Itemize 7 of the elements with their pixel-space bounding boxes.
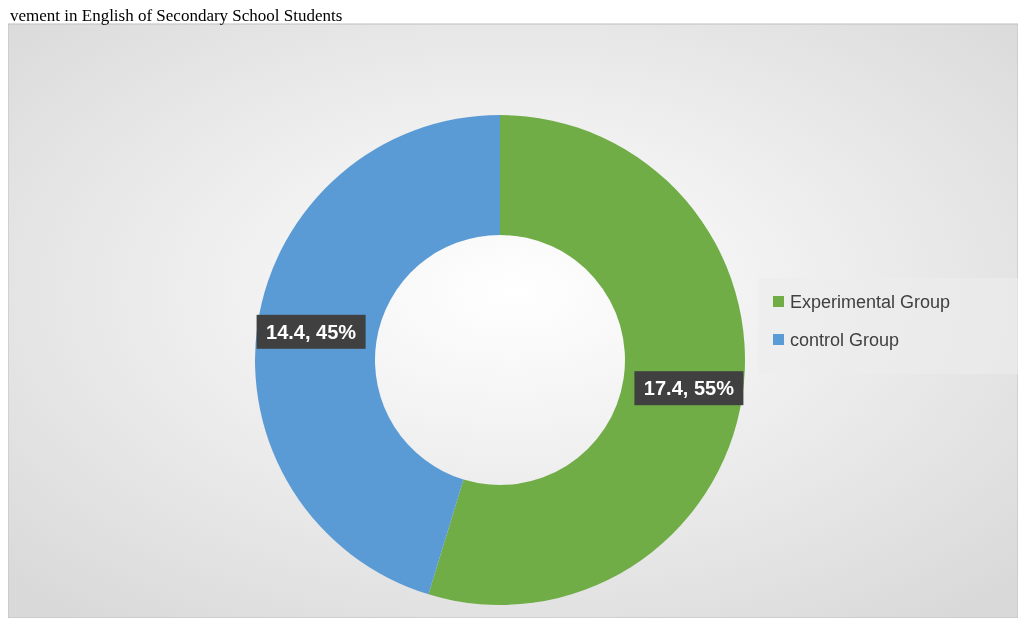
donut-slice [428,115,745,605]
legend-label: control Group [790,330,900,350]
data-label: 17.4, 55% [643,377,735,400]
chart-title: vement in English of Secondary School Students [10,6,343,25]
donut-slice [255,115,500,595]
legend-label: Experimental Group [790,292,951,312]
data-label: 14.4, 45% [266,320,357,343]
